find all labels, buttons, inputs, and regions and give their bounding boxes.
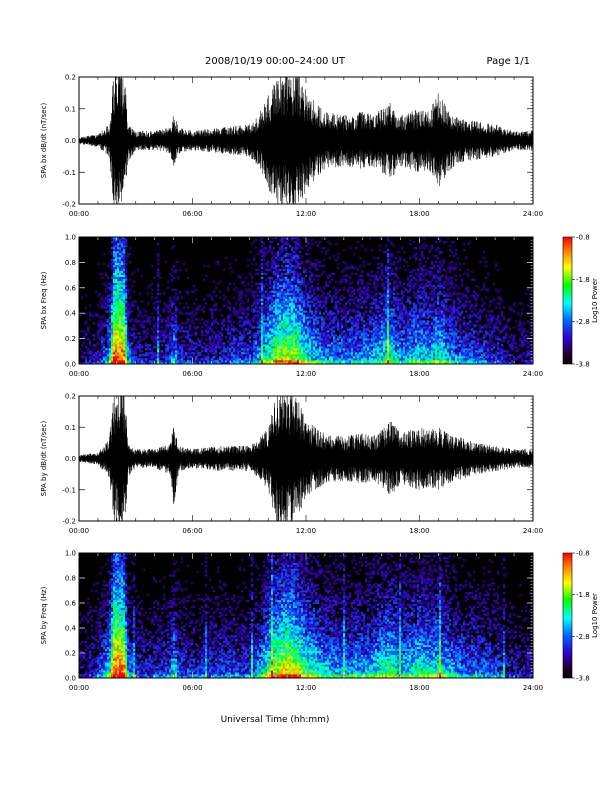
page-number: Page 1/1 <box>487 56 530 67</box>
y-tick-label: -0.1 <box>62 486 76 494</box>
panel-bx-spectrogram: -0.8 -1.8 -2.8 -3.8 Log10 Power 00:00 06:00 12:… <box>40 234 599 379</box>
x-tick-label: 06:00 <box>182 210 202 218</box>
panel-bx-dbdt: 00:00 06:00 12:00 18:00 24:00 -0.2 -0.1 0.0 0.1 0… <box>40 74 543 219</box>
x-tick-label: 00:00 <box>69 684 89 692</box>
x-axis-label: Universal Time (hh:mm) <box>221 715 330 725</box>
x-tick-label: 24:00 <box>523 527 543 535</box>
waveform-trace <box>79 396 533 521</box>
y-tick-label: 0.2 <box>65 335 76 343</box>
x-tick-label: 06:00 <box>182 527 202 535</box>
x-tick-label: 18:00 <box>409 210 429 218</box>
y-tick-label: 0.4 <box>65 310 77 318</box>
plot-frame <box>78 236 534 365</box>
y-tick-label: 0.6 <box>65 600 77 608</box>
y-tick-label: -0.1 <box>62 169 76 177</box>
waveform-trace <box>79 77 533 204</box>
x-tick-label: 18:00 <box>409 370 429 378</box>
y-tick-label: 0.0 <box>65 137 76 145</box>
page-title: 2008/10/19 00:00–24:00 UT <box>205 56 346 67</box>
y-axis-label: SPA by Freq (Hz) <box>40 586 48 644</box>
x-tick-label: 00:00 <box>69 210 89 218</box>
x-tick-label: 06:00 <box>182 684 202 692</box>
x-tick-label: 12:00 <box>296 527 316 535</box>
colorbar-label: Log10 Power <box>591 278 599 323</box>
spectrogram-cells <box>79 237 534 365</box>
y-axis-label: SPA bx dB/dt (nT/sec) <box>40 103 48 179</box>
x-tick-label: 24:00 <box>523 370 543 378</box>
x-tick-label: 24:00 <box>523 210 543 218</box>
y-tick-label: -0.2 <box>62 201 76 209</box>
colorbar-tick-label: -1.8 <box>576 591 590 599</box>
y-axis-label: SPA by dB/dt (nT/sec) <box>40 421 48 497</box>
y-tick-label: 1.0 <box>65 234 76 242</box>
x-tick-label: 00:00 <box>69 370 89 378</box>
y-tick-label: 0.1 <box>65 105 76 113</box>
plot-frame <box>78 76 534 205</box>
x-tick-label: 18:00 <box>409 684 429 692</box>
x-tick-label: 12:00 <box>296 684 316 692</box>
colorbar-tick-label: -2.8 <box>576 633 590 641</box>
plot-frame <box>78 395 534 522</box>
x-tick-label: 24:00 <box>523 684 543 692</box>
y-tick-label: 0.8 <box>65 259 76 267</box>
colorbar-tick-label: -3.8 <box>576 675 590 683</box>
colorbar <box>562 552 573 679</box>
y-tick-label: 0.2 <box>65 393 76 401</box>
colorbar-tick-label: -0.8 <box>576 234 590 242</box>
y-tick-label: 0.4 <box>65 625 77 633</box>
x-tick-label: 12:00 <box>296 210 316 218</box>
panel-by-spectrogram: -0.8 -1.8 -2.8 -3.8 Log10 Power 00:00 06:00 12:… <box>40 550 599 693</box>
y-tick-label: 1.0 <box>65 550 76 558</box>
y-tick-label: 0.2 <box>65 74 76 82</box>
x-tick-label: 12:00 <box>296 370 316 378</box>
x-tick-label: 06:00 <box>182 370 202 378</box>
y-tick-label: 0.0 <box>65 675 76 683</box>
colorbar-tick-label: -0.8 <box>576 550 590 558</box>
plot-frame <box>78 552 534 679</box>
colorbar-tick-label: -3.8 <box>576 361 590 369</box>
y-tick-label: 0.2 <box>65 650 76 658</box>
panel-by-dbdt: 00:00 06:00 12:00 18:00 24:00 -0.2 -0.1 0.0 0.1 0… <box>40 393 543 536</box>
y-tick-label: 0.6 <box>65 284 77 292</box>
colorbar-tick-label: -1.8 <box>576 276 590 284</box>
y-tick-label: -0.2 <box>62 518 76 526</box>
y-axis-label: SPA bx Freq (Hz) <box>40 271 48 329</box>
y-tick-label: 0.1 <box>65 424 76 432</box>
y-tick-label: 0.0 <box>65 455 76 463</box>
y-tick-label: 0.8 <box>65 575 76 583</box>
spectrogram-cells <box>79 553 534 679</box>
colorbar-label: Log10 Power <box>591 593 599 638</box>
colorbar-tick-label: -2.8 <box>576 318 590 326</box>
colorbar <box>562 236 573 365</box>
x-tick-label: 18:00 <box>409 527 429 535</box>
y-tick-label: 0.0 <box>65 361 76 369</box>
x-tick-label: 00:00 <box>69 527 89 535</box>
